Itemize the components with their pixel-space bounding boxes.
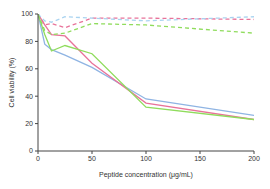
svg-text:Cell viability (%): Cell viability (%) bbox=[8, 58, 16, 108]
svg-text:80: 80 bbox=[25, 38, 33, 45]
svg-text:150: 150 bbox=[194, 155, 206, 162]
svg-text:50: 50 bbox=[88, 155, 96, 162]
svg-text:60: 60 bbox=[25, 65, 33, 72]
svg-text:0: 0 bbox=[36, 155, 40, 162]
svg-text:Peptide concentration (μg/mL): Peptide concentration (μg/mL) bbox=[99, 171, 193, 179]
svg-text:100: 100 bbox=[21, 10, 33, 17]
svg-text:100: 100 bbox=[140, 155, 152, 162]
svg-text:20: 20 bbox=[25, 120, 33, 127]
svg-text:40: 40 bbox=[25, 93, 33, 100]
svg-text:200: 200 bbox=[248, 155, 260, 162]
svg-text:0: 0 bbox=[29, 147, 33, 154]
